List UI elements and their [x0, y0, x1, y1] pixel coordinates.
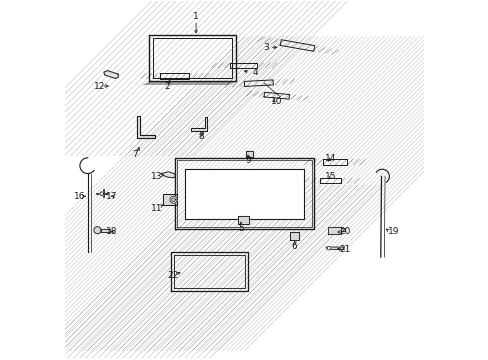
Text: 13: 13	[151, 172, 162, 181]
Text: 19: 19	[387, 228, 398, 237]
Text: 21: 21	[339, 246, 350, 255]
Polygon shape	[229, 63, 256, 68]
Polygon shape	[160, 73, 188, 78]
Polygon shape	[174, 158, 314, 229]
Text: 9: 9	[244, 156, 250, 165]
Polygon shape	[319, 178, 341, 183]
Polygon shape	[149, 35, 235, 81]
Text: 11: 11	[151, 204, 162, 213]
Polygon shape	[325, 247, 344, 249]
Text: 8: 8	[198, 132, 204, 141]
Text: 16: 16	[74, 192, 85, 201]
Polygon shape	[163, 194, 177, 205]
Polygon shape	[290, 232, 298, 240]
Polygon shape	[190, 117, 206, 131]
Polygon shape	[238, 216, 248, 225]
Text: 7: 7	[132, 150, 138, 159]
Polygon shape	[161, 172, 175, 178]
Text: 12: 12	[93, 82, 105, 91]
Polygon shape	[137, 116, 155, 138]
Text: 4: 4	[252, 68, 258, 77]
Text: 20: 20	[339, 228, 350, 237]
Text: 2: 2	[164, 82, 170, 91]
Text: 22: 22	[167, 270, 178, 279]
Text: 3: 3	[263, 43, 268, 52]
Text: 5: 5	[238, 224, 244, 233]
Polygon shape	[322, 159, 346, 165]
Text: 14: 14	[324, 154, 336, 163]
Text: 18: 18	[106, 228, 117, 237]
Polygon shape	[327, 226, 341, 234]
Polygon shape	[104, 71, 118, 78]
Polygon shape	[264, 92, 289, 99]
Polygon shape	[246, 151, 253, 157]
Text: 17: 17	[106, 192, 117, 201]
Polygon shape	[170, 196, 177, 203]
Polygon shape	[280, 40, 314, 51]
Polygon shape	[100, 192, 103, 195]
Polygon shape	[244, 80, 273, 86]
Polygon shape	[94, 227, 101, 234]
Polygon shape	[101, 229, 110, 231]
Text: 1: 1	[193, 12, 199, 21]
Polygon shape	[185, 168, 303, 219]
Polygon shape	[341, 228, 344, 231]
Polygon shape	[171, 252, 248, 291]
Text: 15: 15	[324, 172, 336, 181]
Text: 10: 10	[270, 96, 282, 105]
Text: 6: 6	[291, 242, 297, 251]
Polygon shape	[326, 246, 330, 250]
Polygon shape	[171, 198, 175, 202]
